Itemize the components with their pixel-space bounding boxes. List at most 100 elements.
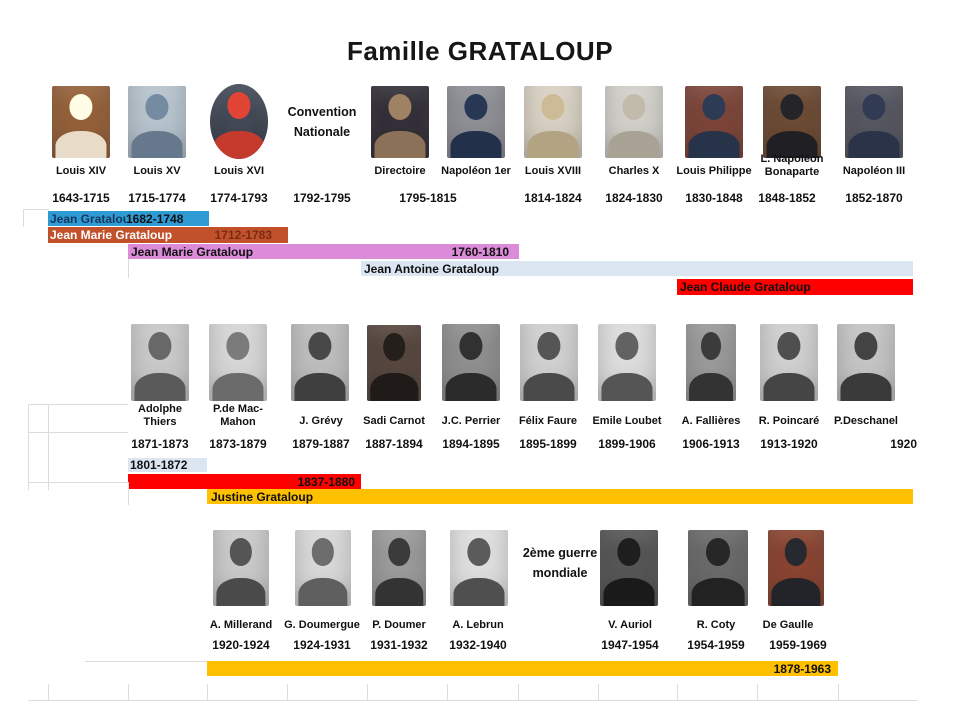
- president-dates: 1879-1887: [292, 437, 350, 451]
- ruler-dates: 1792-1795: [293, 191, 351, 205]
- president-dates: 1895-1899: [519, 437, 577, 451]
- gridline: [48, 404, 49, 490]
- president-name: A. Millerand: [209, 619, 273, 631]
- timeline-bar-jean-grataloup: Jean Grataloup1682-1748: [48, 211, 209, 226]
- label-convention-nationale: Convention Nationale: [287, 105, 357, 139]
- president-name: V. Auriol: [608, 619, 652, 631]
- president-dates: 1871-1873: [131, 437, 189, 451]
- portrait-a-millerand: [213, 530, 269, 606]
- timeline-bar-jean-antoine-grataloup: Jean Antoine Grataloup: [361, 261, 913, 276]
- ruler-dates: 1852-1870: [845, 191, 903, 205]
- ruler-dates: 1774-1793: [210, 191, 268, 205]
- president-dates: 1913-1920: [760, 437, 818, 451]
- gridline: [367, 684, 368, 700]
- gridline: [677, 684, 678, 700]
- portrait-r-coty: [688, 530, 748, 606]
- portrait-l-napoleon-bonaparte: [763, 86, 821, 158]
- bar-person-name: Justine Grataloup: [211, 489, 314, 504]
- bar-person-dates: 1712-1783: [214, 228, 272, 242]
- timeline-bar-1878-1963: 1878-1963: [207, 661, 838, 676]
- bar-person-dates: 1682-1748: [126, 211, 184, 226]
- ruler-dates: 1848-1852: [758, 191, 816, 205]
- ruler-name: Directoire: [374, 165, 426, 177]
- president-name: Adolphe Thiers: [138, 403, 182, 428]
- gridline: [447, 684, 448, 700]
- portrait-directoire: [371, 86, 429, 158]
- president-name: De Gaulle: [762, 619, 814, 631]
- gridline: [23, 209, 49, 210]
- president-dates: 1873-1879: [209, 437, 267, 451]
- ruler-name: Charles X: [608, 165, 660, 177]
- gridline: [28, 432, 128, 433]
- gridline: [28, 404, 128, 405]
- gridline: [28, 700, 918, 701]
- president-name: G. Doumergue: [284, 619, 360, 631]
- ruler-dates: 1643-1715: [52, 191, 110, 205]
- ruler-name: Napoléon III: [842, 165, 906, 177]
- president-name: P.de Mac-Mahon: [213, 403, 263, 428]
- gridline: [48, 684, 49, 700]
- gridline: [207, 684, 208, 700]
- ruler-dates: 1824-1830: [605, 191, 663, 205]
- president-name: P. Doumer: [372, 619, 426, 631]
- bar-person-dates: 1801-1872: [130, 458, 188, 472]
- timeline-bar-justine-grataloup: Justine Grataloup: [207, 489, 913, 504]
- president-dates: 1959-1969: [769, 638, 827, 652]
- ruler-dates: 1830-1848: [685, 191, 743, 205]
- portrait-r-poincare: [760, 324, 818, 401]
- president-name: Sadi Carnot: [363, 415, 425, 427]
- gridline: [23, 209, 24, 227]
- president-dates: 1931-1932: [370, 638, 428, 652]
- gridline: [287, 684, 288, 700]
- president-name: Emile Loubet: [592, 415, 662, 427]
- portrait-a-lebrun: [450, 530, 508, 606]
- president-dates: 1899-1906: [598, 437, 656, 451]
- ruler-name: Louis XV: [133, 165, 181, 177]
- gridline: [28, 404, 29, 490]
- ruler-name: Louis XVIII: [524, 165, 582, 177]
- portrait-louis-xviii: [524, 86, 582, 158]
- ruler-name: Napoléon 1er: [441, 165, 511, 177]
- portrait-emile-loubet: [598, 324, 656, 401]
- portrait-napoleon-iii: [845, 86, 903, 158]
- timeline-chip-1801-1872: 1801-1872: [128, 458, 207, 472]
- president-dates: 1924-1931: [293, 638, 351, 652]
- portrait-louis-philippe: [685, 86, 743, 158]
- timeline-bar-jean-marie-grataloup-1: Jean Marie Grataloup 1712-1783: [48, 227, 288, 243]
- gridline: [128, 684, 129, 700]
- portrait-jc-perrier: [442, 324, 500, 401]
- president-name: J. Grévy: [299, 415, 343, 427]
- president-dates: 1894-1895: [442, 437, 500, 451]
- ruler-name: Louis Philippe: [676, 165, 752, 177]
- ruler-name: Louis XVI: [213, 165, 265, 177]
- gridline: [598, 684, 599, 700]
- gridline: [28, 482, 128, 483]
- portrait-p-deschanel: [837, 324, 895, 401]
- president-name: R. Coty: [696, 619, 736, 631]
- bar-person-dates: 1760-1810: [451, 244, 509, 259]
- ruler-name: L. Napoléon Bonaparte: [760, 153, 824, 178]
- portrait-louis-xiv: [52, 86, 110, 158]
- portrait-g-doumergue: [295, 530, 351, 606]
- president-dates: 1887-1894: [365, 437, 423, 451]
- bar-person-name: Jean Claude Grataloup: [680, 280, 811, 294]
- portrait-louis-xv: [128, 86, 186, 158]
- portrait-charles-x: [605, 86, 663, 158]
- gridline: [85, 661, 207, 662]
- timeline-bar-jean-claude-grataloup: Jean Claude Grataloup: [677, 279, 913, 295]
- portrait-p-doumer: [372, 530, 426, 606]
- president-name: Félix Faure: [518, 415, 578, 427]
- label-ww2: 2ème guerre mondiale: [522, 546, 598, 580]
- portrait-mac-mahon: [209, 324, 267, 401]
- bar-person-name: Jean Marie Grataloup: [131, 244, 254, 259]
- president-dates: 1920: [890, 437, 917, 451]
- ruler-dates: 1715-1774: [128, 191, 186, 205]
- bar-person-dates: 1878-1963: [773, 661, 831, 676]
- president-name: J.C. Perrier: [441, 415, 501, 427]
- page-title: Famille GRATALOUP: [346, 36, 614, 66]
- gridline: [838, 684, 839, 700]
- portrait-de-gaulle: [768, 530, 824, 606]
- president-name: R. Poincaré: [758, 415, 820, 427]
- president-dates: 1954-1959: [687, 638, 745, 652]
